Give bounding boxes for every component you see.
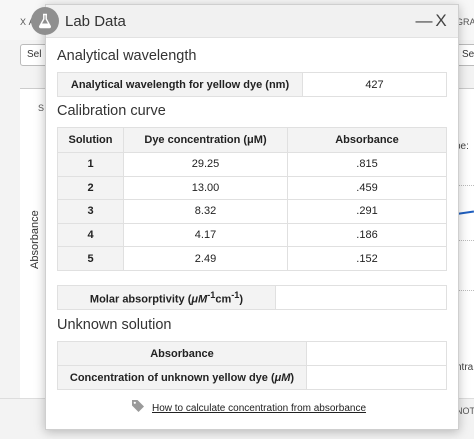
dialog-header[interactable]: Lab Data — X [31, 5, 458, 38]
table-row: 3 8.32 .291 [57, 199, 447, 224]
table-row: 5 2.49 .152 [57, 246, 447, 271]
background-s-label: S [38, 103, 45, 113]
absorbance-cell: .459 [287, 175, 447, 201]
background-concentration-label: ntra [456, 362, 474, 373]
concentration-label-unit: μM [274, 371, 291, 384]
table-row: Concentration of unknown yellow dye (μM) [57, 365, 447, 390]
table-header-row: Solution Dye concentration (μM) Absorban… [57, 127, 447, 153]
wavelength-table: Analytical wavelength for yellow dye (nm… [57, 72, 447, 97]
solution-cell: 5 [57, 246, 124, 271]
column-header-absorbance: Absorbance [287, 127, 447, 153]
lab-data-dialog: Lab Data — X Analytical wavelength Analy… [31, 4, 459, 430]
molar-label-exponent: -1 [231, 289, 240, 300]
calibration-curve-heading: Calibration curve [57, 103, 166, 119]
unknown-absorbance-label: Absorbance [57, 341, 307, 366]
absorbance-cell: .291 [287, 199, 447, 224]
concentration-cell: 8.32 [123, 199, 288, 224]
concentration-label-prefix: Concentration of unknown yellow dye ( [69, 371, 275, 384]
table-row: 4 4.17 .186 [57, 222, 447, 248]
background-graph-label: GRA [456, 17, 474, 27]
table-row: Analytical wavelength for yellow dye (nm… [57, 72, 447, 97]
background-gridline [456, 240, 474, 241]
molar-label-prefix: Molar absorptivity ( [89, 293, 192, 306]
unknown-solution-heading: Unknown solution [57, 317, 172, 333]
molar-label-unit: μM [191, 293, 208, 306]
table-row: Absorbance [57, 341, 447, 366]
unknown-concentration-label: Concentration of unknown yellow dye (μM) [57, 365, 307, 390]
concentration-cell: 4.17 [123, 222, 288, 248]
molar-absorptivity-label: Molar absorptivity (μM-1cm-1) [57, 285, 276, 310]
background-notes-label: NOT [456, 406, 474, 416]
absorbance-cell: .815 [287, 152, 447, 177]
solution-cell: 4 [57, 222, 124, 248]
wavelength-label: Analytical wavelength for yellow dye (nm… [57, 72, 303, 97]
background-gridline [456, 185, 474, 186]
solution-cell: 2 [57, 175, 124, 201]
molar-label-suffix: ) [239, 293, 244, 306]
background-type-label: pe: [455, 141, 469, 152]
dialog-title: Lab Data [65, 13, 126, 30]
molar-absorptivity-table: Molar absorptivity (μM-1cm-1) [57, 285, 447, 310]
calibration-table: Solution Dye concentration (μM) Absorban… [57, 127, 447, 271]
solution-cell: 3 [57, 199, 124, 224]
absorbance-cell: .152 [287, 246, 447, 271]
flask-icon [31, 7, 59, 35]
molar-label-exponent: -1 [207, 289, 216, 300]
concentration-label-suffix: ) [290, 371, 295, 384]
molar-absorptivity-input[interactable] [275, 285, 447, 310]
close-button[interactable]: X [435, 11, 447, 30]
concentration-cell: 29.25 [123, 152, 288, 177]
background-y-axis-label: Absorbance [29, 210, 41, 269]
table-row: Molar absorptivity (μM-1cm-1) [57, 285, 447, 310]
unknown-concentration-input[interactable] [306, 365, 447, 390]
absorbance-cell: .186 [287, 222, 447, 248]
unknown-absorbance-input[interactable] [306, 341, 447, 366]
concentration-cell: 2.49 [123, 246, 288, 271]
column-header-solution: Solution [57, 127, 124, 153]
solution-cell: 1 [57, 152, 124, 177]
help-link-row[interactable]: How to calculate concentration from abso… [131, 399, 366, 418]
table-row: 2 13.00 .459 [57, 175, 447, 201]
molar-label-cm: cm [215, 293, 232, 306]
concentration-cell: 13.00 [123, 175, 288, 201]
analytical-wavelength-heading: Analytical wavelength [57, 48, 197, 64]
minimize-button[interactable]: — [415, 11, 433, 30]
background-x-axis-label: X A [20, 17, 35, 27]
column-header-concentration: Dye concentration (μM) [123, 127, 288, 153]
background-gridline [456, 290, 474, 291]
wavelength-value: 427 [302, 72, 447, 97]
table-row: 1 29.25 .815 [57, 152, 447, 177]
help-link[interactable]: How to calculate concentration from abso… [152, 403, 367, 414]
tag-icon [131, 399, 145, 418]
unknown-solution-table: Absorbance Concentration of unknown yell… [57, 341, 447, 390]
